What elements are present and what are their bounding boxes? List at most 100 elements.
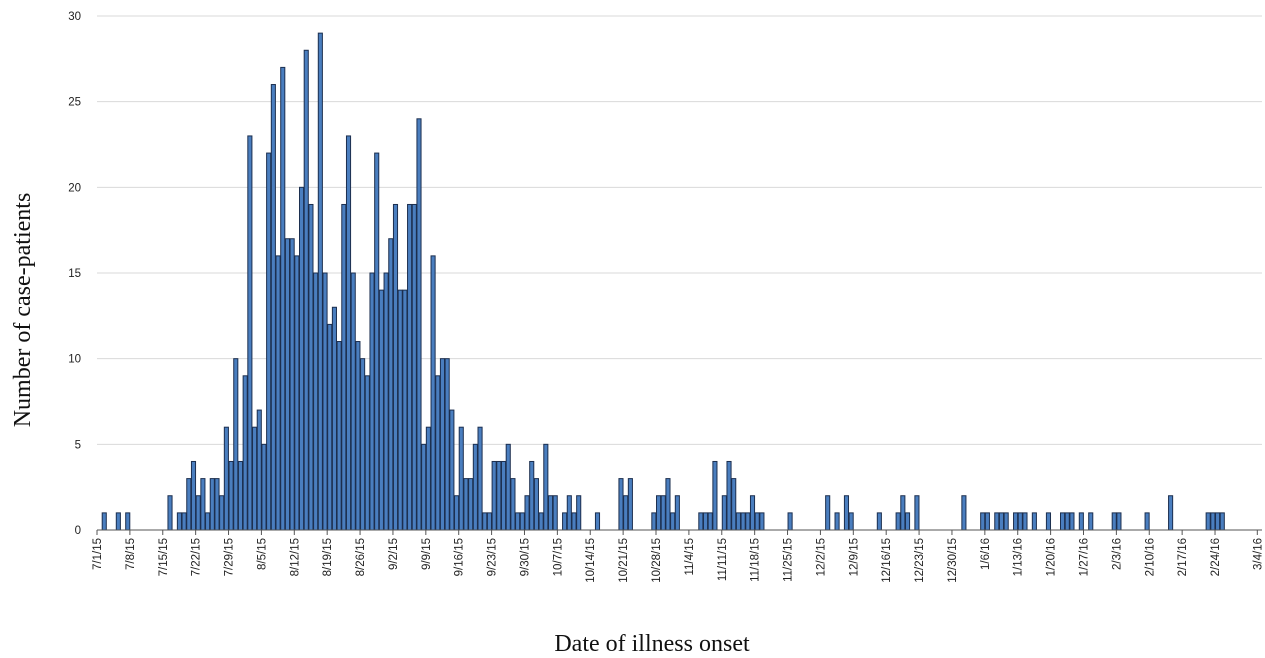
bar xyxy=(454,495,460,531)
bar xyxy=(374,152,380,531)
bar xyxy=(327,323,333,531)
y-tick-label: 30 xyxy=(68,11,81,23)
bar xyxy=(322,272,328,531)
bar xyxy=(125,512,131,531)
bar xyxy=(524,495,530,531)
bar xyxy=(303,49,309,531)
bar xyxy=(256,409,262,531)
bar xyxy=(482,512,488,531)
bar xyxy=(904,512,911,531)
x-tick-label: 10/7/15 xyxy=(552,538,564,576)
bar xyxy=(712,460,718,531)
x-tick-label: 7/1/15 xyxy=(92,538,104,570)
x-axis-label: Date of illness onset xyxy=(554,631,750,657)
x-tick-label: 1/13/16 xyxy=(1013,538,1025,576)
x-tick-label: 1/6/16 xyxy=(980,538,992,570)
bar xyxy=(825,495,831,531)
x-tick-label: 9/30/15 xyxy=(519,538,531,576)
bar xyxy=(360,358,366,531)
x-tick-label: 12/2/15 xyxy=(815,538,827,576)
bar xyxy=(425,426,431,531)
bar xyxy=(1205,512,1211,531)
bar xyxy=(566,495,572,531)
bar xyxy=(519,512,525,531)
bar xyxy=(571,512,577,531)
x-tick-label: 7/15/15 xyxy=(158,538,170,576)
bar xyxy=(195,495,201,531)
bar xyxy=(496,460,502,531)
x-tick-label: 9/9/15 xyxy=(421,538,433,570)
x-tick-label: 2/24/16 xyxy=(1210,538,1222,576)
bar xyxy=(167,495,173,531)
bar xyxy=(247,135,253,531)
bar xyxy=(1088,512,1094,531)
bar xyxy=(331,306,337,531)
bar xyxy=(627,478,633,531)
x-tick-label: 8/5/15 xyxy=(256,538,268,570)
bar xyxy=(468,478,474,531)
bar xyxy=(651,512,657,531)
axes: 0 5 10 15 20 25 30 7/1/15 7/8/15 7/15/15 7/22/15 7/… xyxy=(68,11,1264,583)
bar xyxy=(505,443,511,531)
bar xyxy=(411,203,417,531)
bar xyxy=(219,495,225,531)
bar xyxy=(961,495,967,531)
bar xyxy=(463,478,469,531)
bar xyxy=(214,478,220,531)
bar xyxy=(1069,512,1075,531)
bar xyxy=(317,32,323,531)
bar xyxy=(594,512,601,531)
x-tick-label: 10/21/15 xyxy=(618,538,630,583)
bar xyxy=(284,238,290,531)
bar xyxy=(500,460,507,531)
bar xyxy=(618,478,624,531)
bar xyxy=(186,478,192,531)
x-tick-label: 8/12/15 xyxy=(289,538,301,576)
x-tick-label: 12/23/15 xyxy=(914,538,926,583)
bar xyxy=(895,512,901,531)
x-tick-label: 9/23/15 xyxy=(487,538,499,576)
x-tick-label: 8/19/15 xyxy=(322,538,334,576)
bar xyxy=(702,512,709,531)
bar xyxy=(510,478,516,531)
y-tick-label: 10 xyxy=(68,354,81,366)
bar xyxy=(552,495,558,531)
bar xyxy=(670,512,676,531)
bar xyxy=(223,426,229,531)
bar xyxy=(533,478,539,531)
bar xyxy=(378,289,384,531)
bar xyxy=(1031,512,1037,531)
bar xyxy=(364,375,370,531)
bar xyxy=(759,512,765,531)
bar xyxy=(477,426,483,531)
bar xyxy=(233,358,239,531)
bar xyxy=(345,135,352,531)
bar xyxy=(1060,512,1066,531)
bar xyxy=(299,186,305,531)
x-tick-label: 1/27/16 xyxy=(1078,538,1090,576)
bar xyxy=(515,512,521,531)
bar xyxy=(209,478,215,531)
bar xyxy=(754,512,760,531)
bar xyxy=(914,495,920,531)
x-tick-label: 9/16/15 xyxy=(454,538,466,576)
x-tick-label: 12/9/15 xyxy=(848,538,860,576)
bar xyxy=(543,443,549,531)
bar xyxy=(1219,512,1225,531)
bar xyxy=(980,512,986,531)
bar xyxy=(388,238,394,531)
bar xyxy=(430,255,436,531)
bar xyxy=(486,512,492,531)
bar xyxy=(289,238,295,531)
x-tick-label: 10/14/15 xyxy=(585,538,597,583)
bar xyxy=(1003,512,1009,531)
bar xyxy=(745,512,751,531)
x-tick-label: 11/25/15 xyxy=(783,538,795,582)
bars xyxy=(101,32,1225,531)
bar xyxy=(843,495,850,531)
bar xyxy=(252,426,258,531)
bar xyxy=(266,152,272,531)
bar xyxy=(397,289,403,531)
bar xyxy=(721,495,727,531)
